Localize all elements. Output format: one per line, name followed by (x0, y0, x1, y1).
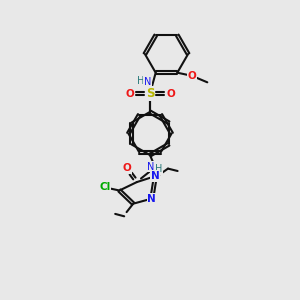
Text: H: H (136, 76, 144, 86)
Text: N: N (147, 161, 154, 172)
Text: N: N (147, 194, 156, 204)
Text: O: O (188, 71, 197, 81)
Text: N: N (151, 171, 160, 181)
Text: O: O (125, 88, 134, 99)
Text: H: H (155, 164, 163, 175)
Text: O: O (122, 163, 131, 173)
Text: S: S (146, 87, 154, 100)
Text: Cl: Cl (99, 182, 111, 192)
Text: N: N (144, 77, 151, 87)
Text: O: O (166, 88, 175, 99)
